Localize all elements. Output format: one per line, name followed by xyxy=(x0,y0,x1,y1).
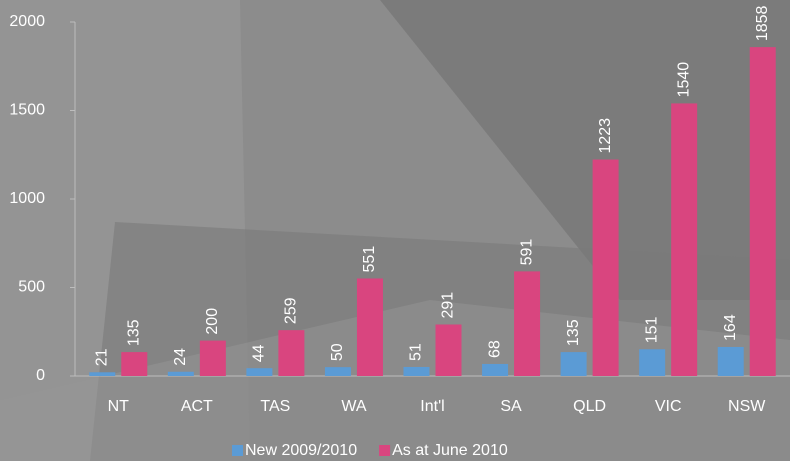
bar xyxy=(246,368,272,376)
bar xyxy=(593,160,619,376)
data-label: 1223 xyxy=(597,118,614,154)
bar xyxy=(482,364,508,376)
data-label: 259 xyxy=(283,297,300,324)
bar xyxy=(436,324,462,376)
data-label: 44 xyxy=(251,344,268,362)
data-label: 68 xyxy=(486,340,503,358)
data-label: 21 xyxy=(93,348,110,366)
data-label: 24 xyxy=(172,348,189,366)
data-label: 151 xyxy=(643,316,660,343)
bar xyxy=(121,352,147,376)
bar xyxy=(89,372,115,376)
y-tick-label: 1500 xyxy=(9,102,45,119)
bar xyxy=(357,278,383,376)
y-tick-label: 1000 xyxy=(9,190,45,207)
data-label: 135 xyxy=(565,319,582,346)
data-label: 591 xyxy=(518,239,535,266)
bar xyxy=(639,349,665,376)
bar xyxy=(404,367,430,376)
legend-label: New 2009/2010 xyxy=(245,442,357,459)
x-tick-label: TAS xyxy=(260,398,290,415)
x-tick-label: Int'l xyxy=(420,398,444,415)
data-label: 135 xyxy=(125,319,142,346)
x-tick-label: VIC xyxy=(655,398,682,415)
bar xyxy=(325,367,351,376)
data-label: 200 xyxy=(204,308,221,335)
bar xyxy=(671,103,697,376)
bar xyxy=(718,347,744,376)
x-tick-label: NT xyxy=(108,398,130,415)
x-tick-label: NSW xyxy=(728,398,766,415)
bar xyxy=(168,372,194,376)
data-label: 1858 xyxy=(754,5,771,41)
data-label: 291 xyxy=(440,292,457,319)
y-tick-label: 0 xyxy=(36,367,45,384)
x-tick-label: QLD xyxy=(573,398,606,415)
x-tick-label: SA xyxy=(500,398,522,415)
legend-swatch xyxy=(232,445,243,456)
chart: 0 500 1000 1500 2000 NT 21 135 ACT 24 200 TAS 44 259 W… xyxy=(0,0,790,461)
bar xyxy=(514,271,540,376)
bar xyxy=(561,352,587,376)
x-tick-label: WA xyxy=(341,398,367,415)
legend-label: As at June 2010 xyxy=(392,442,508,459)
data-label: 50 xyxy=(329,343,346,361)
bar xyxy=(750,47,776,376)
data-label: 1540 xyxy=(675,62,692,98)
y-tick-label: 500 xyxy=(18,279,45,296)
y-tick-label: 2000 xyxy=(9,13,45,30)
data-label: 551 xyxy=(361,246,378,273)
data-label: 164 xyxy=(722,314,739,341)
x-tick-label: ACT xyxy=(181,398,213,415)
data-label: 51 xyxy=(408,343,425,361)
bar xyxy=(278,330,304,376)
legend-swatch xyxy=(379,445,390,456)
bar xyxy=(200,341,226,376)
